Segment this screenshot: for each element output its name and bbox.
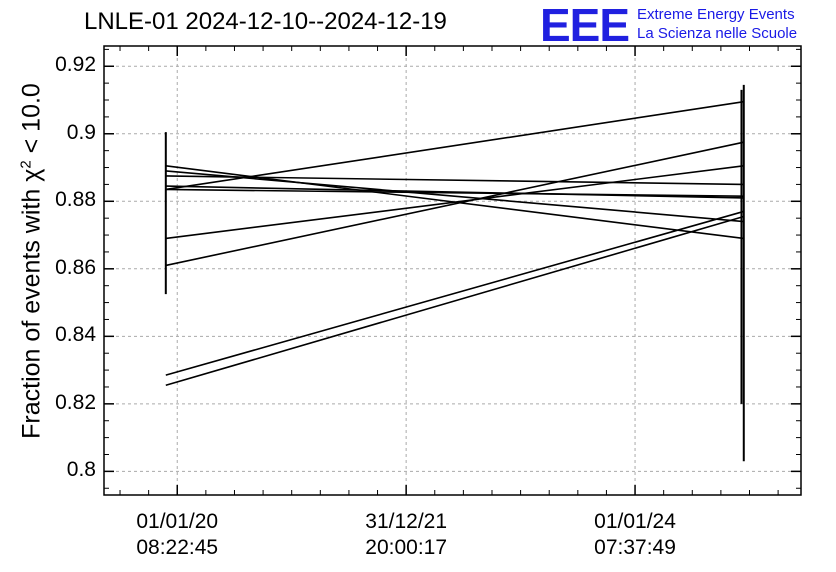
data-segment <box>165 188 744 198</box>
data-segment <box>165 210 744 376</box>
x-tick-label: 01/01/20 08:22:45 <box>136 509 218 561</box>
logo-letters: EEE <box>540 0 630 51</box>
data-series <box>164 84 745 462</box>
y-tick-label: 0.86 <box>55 255 96 279</box>
x-tick-time: 20:00:17 <box>365 536 448 559</box>
y-tick-label: 0.8 <box>66 458 96 482</box>
data-segment <box>165 215 744 387</box>
y-tick-label: 0.82 <box>55 390 96 414</box>
axis-ticks <box>104 46 801 495</box>
x-tick-time: 08:22:45 <box>136 536 219 559</box>
data-segment <box>165 175 744 186</box>
x-tick-date: 01/01/24 <box>594 510 676 533</box>
x-tick-label: 31/12/21 20:00:17 <box>365 509 447 561</box>
y-tick-label: 0.92 <box>55 53 96 77</box>
y-tick-label: 0.9 <box>66 120 96 144</box>
data-segment <box>165 141 744 267</box>
logo-line2: La Scienza nelle Scuole <box>637 25 798 42</box>
chart-title: LNLE-01 2024-12-10--2024-12-19 <box>84 8 447 35</box>
x-tick-label: 01/01/24 07:37:49 <box>594 509 676 561</box>
data-segment <box>165 185 744 199</box>
x-tick-time: 07:37:49 <box>594 536 676 559</box>
logo-line1: Extreme Energy Events <box>637 6 795 23</box>
x-tick-date: 31/12/21 <box>365 510 448 533</box>
data-segment <box>165 100 744 191</box>
y-tick-label: 0.84 <box>55 323 96 347</box>
y-tick-label: 0.88 <box>55 188 96 212</box>
grid <box>104 46 801 495</box>
x-tick-date: 01/01/20 <box>136 510 219 533</box>
plot-frame <box>103 45 802 496</box>
data-segment <box>165 170 744 223</box>
